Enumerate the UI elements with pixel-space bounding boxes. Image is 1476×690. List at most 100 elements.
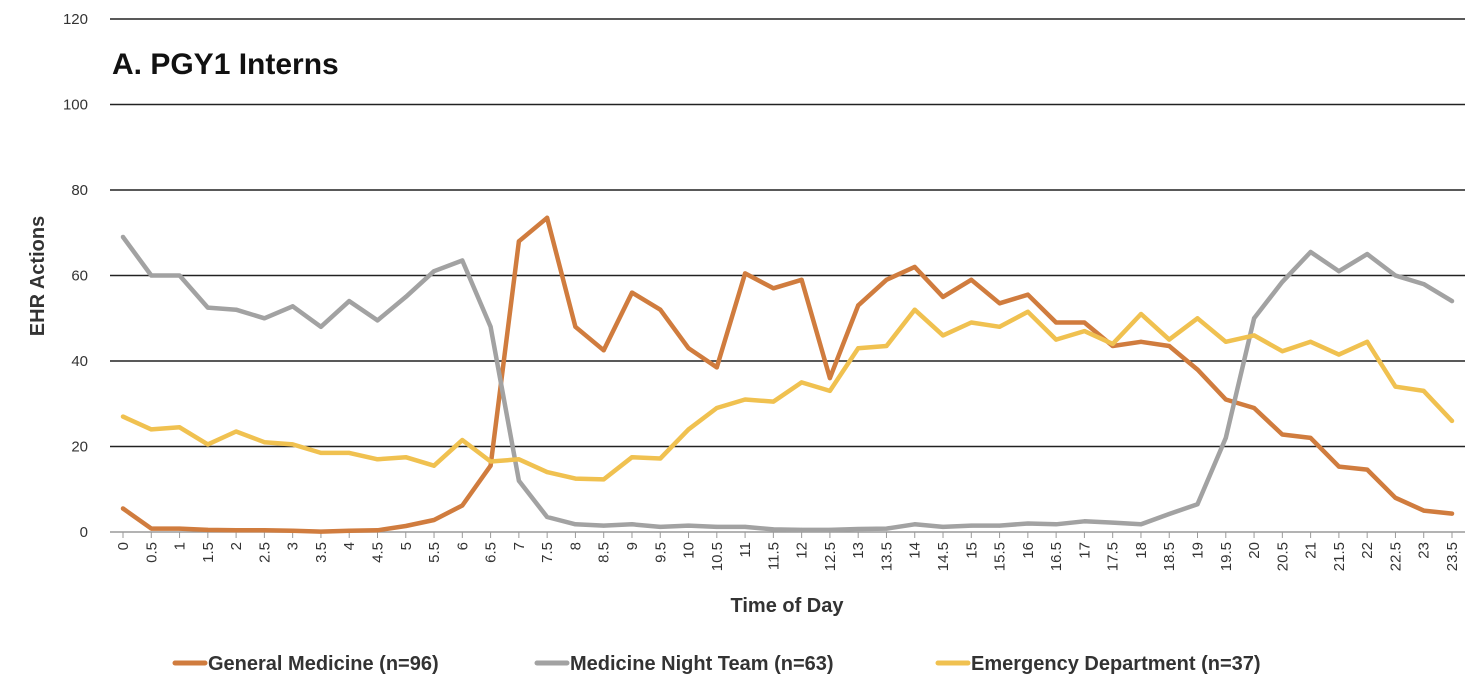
y-tick-label: 120 [63,11,88,28]
data-point [601,348,606,353]
data-point [290,442,295,447]
data-point [205,527,210,532]
data-point [1336,464,1341,469]
data-point [1054,522,1059,527]
x-tick-label: 14 [907,542,924,559]
x-tick-label: 3.5 [313,542,330,563]
data-point [290,304,295,309]
legend: General Medicine (n=96) Medicine Night Te… [172,653,1261,675]
data-point [601,523,606,528]
data-point [347,528,352,533]
x-tick-label: 9.5 [652,542,669,563]
x-tick-label: 14.5 [935,542,952,571]
data-point [1195,367,1200,372]
data-point [1223,339,1228,344]
data-point [714,365,719,370]
data-point [1280,432,1285,437]
data-point [516,478,521,483]
data-point [1110,520,1115,525]
y-tick-label: 0 [80,524,88,541]
data-point [177,526,182,531]
data-point [403,455,408,460]
data-point [771,286,776,291]
data-point [375,457,380,462]
x-tick-label: 11 [737,542,754,558]
data-point [1393,273,1398,278]
data-point [884,277,889,282]
data-point [941,524,946,529]
data-point [1308,339,1313,344]
x-tick-label: 2 [228,542,245,550]
data-point [1450,418,1454,423]
data-point [1393,495,1398,500]
data-point [827,527,832,532]
data-point [403,524,408,529]
data-point [856,346,861,351]
x-tick-label: 16 [1020,542,1037,559]
data-point [1336,269,1341,274]
y-tick-label: 40 [71,353,88,370]
data-point [714,524,719,529]
data-point [177,273,182,278]
data-point [969,523,974,528]
data-point [827,388,832,393]
x-tick-label: 19.5 [1218,542,1235,571]
data-point [234,429,239,434]
data-point [856,527,861,532]
data-point [1025,292,1030,297]
x-tick-label: 20 [1246,542,1263,559]
data-point [629,522,634,527]
data-point [941,333,946,338]
data-point [262,528,267,533]
data-point [1365,467,1370,472]
data-point [884,344,889,349]
x-tick-label: 0.5 [143,542,160,563]
series-points-medicine-night-team [121,235,1454,532]
series-lines [120,215,1455,534]
x-tick-label: 2.5 [256,542,273,563]
x-tick-label: 7.5 [539,542,556,563]
x-tick-label: 8 [567,542,584,550]
x-tick-label: 12 [794,542,811,559]
gridlines [110,18,1465,533]
legend-label-medicine-night-team: Medicine Night Team (n=63) [570,653,834,675]
data-point [573,324,578,329]
data-point [121,235,125,240]
data-point [149,427,154,432]
data-point [1025,309,1030,314]
data-point [771,399,776,404]
data-point [1365,252,1370,257]
x-tick-label: 13 [850,542,867,559]
data-point [658,456,663,461]
data-point [1195,316,1200,321]
data-point [1280,349,1285,354]
data-point [1308,435,1313,440]
x-tick-label: 23 [1416,542,1433,559]
data-point [1223,397,1228,402]
data-point [686,523,691,528]
data-point [799,380,804,385]
x-tick-label: 6 [454,542,471,550]
x-tick-label: 17.5 [1105,542,1122,571]
data-point [1450,511,1454,516]
x-tick-label: 12.5 [822,542,839,571]
data-point [941,294,946,299]
data-point [545,515,550,520]
x-tick-label: 3 [285,542,302,550]
data-point [1054,320,1059,325]
data-point [997,324,1002,329]
series-line-medicine-night-team [120,234,1455,533]
x-tick-label: 9 [624,542,641,550]
x-tick-label: 18.5 [1161,542,1178,571]
data-point [573,522,578,527]
data-point [432,269,437,274]
data-point [1082,329,1087,334]
data-point [205,442,210,447]
data-point [1280,279,1285,284]
data-point [347,299,352,304]
x-tick-label: 23.5 [1444,542,1461,571]
data-point [743,397,748,402]
data-point [1223,435,1228,440]
data-point [234,528,239,533]
